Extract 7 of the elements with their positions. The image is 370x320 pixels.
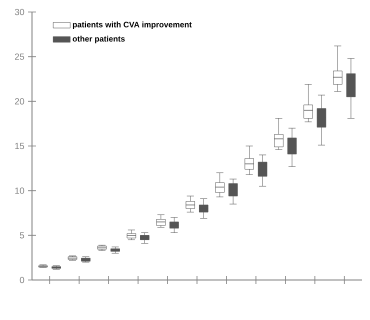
y-tick-label: 15	[15, 142, 24, 150]
y-tick-label: 30	[14, 8, 24, 16]
y-tick-label: 10	[15, 187, 24, 194]
y-tick-label: 5	[20, 232, 24, 238]
y-tick-label: 0	[20, 276, 24, 284]
y-tick-label: 25	[14, 53, 24, 60]
y-tick-label: 20	[14, 98, 24, 105]
